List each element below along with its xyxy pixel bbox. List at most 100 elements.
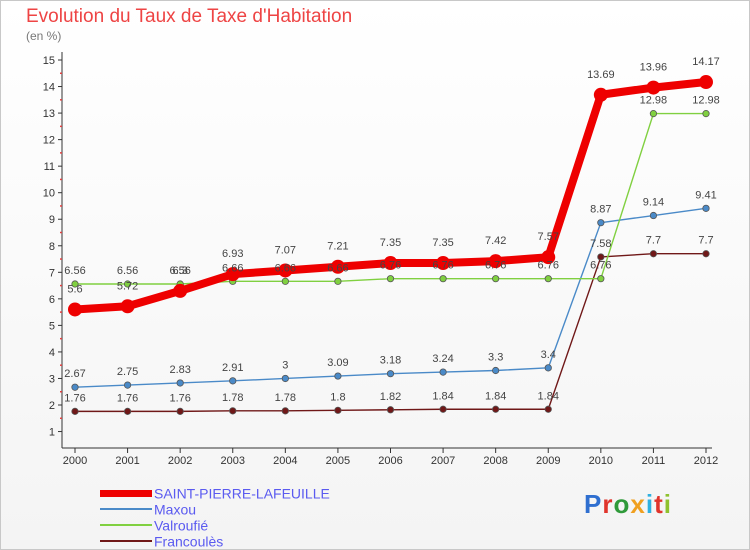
data-point: [123, 407, 132, 415]
data-label: 3.24: [432, 353, 453, 365]
data-label: 7.35: [380, 237, 401, 249]
x-tick-label: 2000: [63, 455, 87, 467]
data-point: [176, 379, 184, 387]
data-point: [334, 277, 342, 285]
y-tick-label: 6: [49, 294, 55, 306]
data-label: 6.66: [222, 262, 243, 274]
data-point: [541, 250, 556, 265]
data-label: 7.7: [698, 235, 713, 247]
data-point: [597, 253, 605, 261]
data-point: [281, 374, 289, 383]
data-point: [71, 383, 79, 391]
data-point: [225, 267, 240, 282]
logo-letter: x: [630, 489, 646, 519]
logo-letter: r: [602, 489, 614, 519]
y-tick-label: 15: [43, 55, 55, 67]
data-label: 3: [282, 359, 288, 371]
data-label: 1.84: [432, 390, 453, 402]
legend-item: SAINT-PIERRE-LAFEUILLE: [100, 484, 330, 502]
y-tick-label: 2: [49, 400, 55, 412]
legend-label: Francoulès: [154, 533, 224, 550]
data-point: [386, 406, 395, 414]
data-point: [488, 254, 503, 269]
y-tick-label: 7: [49, 267, 55, 279]
y-tick-label: 14: [43, 82, 55, 94]
data-label: 6.66: [327, 262, 348, 274]
data-label: 1.82: [380, 391, 401, 403]
legend-label: Maxou: [154, 501, 197, 518]
data-label: 13.96: [640, 62, 668, 74]
data-label: 14.17: [692, 56, 720, 68]
data-label: 6.66: [275, 262, 296, 274]
data-point: [593, 87, 608, 102]
data-label: 1.8: [330, 391, 345, 403]
x-tick-label: 2005: [326, 455, 350, 467]
data-point: [649, 110, 658, 118]
data-point: [386, 370, 395, 378]
y-tick-label: 11: [44, 161, 55, 173]
data-point: [120, 299, 135, 314]
x-tick-label: 2001: [115, 455, 139, 467]
y-tick-label: 10: [43, 188, 55, 200]
data-label: 1.84: [485, 390, 506, 402]
data-label: 2.91: [222, 362, 243, 374]
logo-letter: P: [584, 489, 603, 519]
data-point: [229, 407, 237, 415]
data-label: 1.76: [117, 392, 138, 404]
data-label: 6.3: [173, 265, 188, 277]
data-point: [330, 259, 345, 274]
logo-letter: i: [663, 489, 672, 519]
data-label: 9.41: [695, 189, 716, 201]
data-label: 1.78: [222, 392, 243, 404]
proxiti-logo: Proxiti: [584, 489, 672, 520]
data-point: [492, 275, 500, 283]
data-label: 8.87: [590, 204, 611, 216]
logo-letter: o: [613, 489, 631, 519]
data-label: 3.4: [541, 349, 556, 361]
data-label: 6.56: [64, 265, 85, 277]
legend-swatch: [100, 489, 152, 497]
data-point: [71, 407, 79, 415]
data-point: [334, 406, 342, 414]
data-point: [278, 263, 293, 278]
y-tick-label: 13: [43, 108, 55, 120]
data-point: [229, 377, 237, 385]
data-point: [436, 256, 451, 271]
y-tick-label: 8: [49, 241, 55, 253]
x-tick-label: 2008: [483, 455, 507, 467]
data-label: 1.78: [275, 392, 296, 404]
data-label: 2.67: [64, 368, 85, 380]
legend-swatch: [100, 508, 152, 511]
data-label: 6.76: [590, 260, 611, 272]
x-tick-label: 2011: [642, 455, 666, 467]
data-point: [281, 277, 289, 285]
legend-swatch: [100, 524, 152, 527]
data-point: [649, 211, 658, 220]
y-tick-label: 12: [43, 135, 55, 147]
x-tick-label: 2010: [589, 455, 613, 467]
data-label: 7.42: [485, 235, 506, 247]
data-point: [597, 219, 605, 227]
data-point: [71, 280, 79, 288]
chart-subtitle: (en %): [26, 29, 62, 43]
data-point: [544, 405, 552, 413]
legend-swatch: [100, 540, 152, 543]
legend-label: SAINT-PIERRE-LAFEUILLE: [154, 485, 330, 502]
data-label: 3.3: [488, 352, 503, 364]
chart-title: Evolution du Taux de Taxe d'Habitation: [26, 6, 353, 27]
data-label: 6.76: [380, 260, 401, 272]
data-point: [334, 372, 342, 380]
x-tick-label: 2002: [168, 455, 192, 467]
data-point: [699, 75, 713, 90]
data-label: 5.6: [67, 283, 82, 295]
data-label: 7.21: [327, 241, 348, 253]
data-label: 6.56: [169, 265, 190, 277]
data-point: [492, 405, 500, 413]
data-label: 6.76: [432, 260, 453, 272]
data-label: 7.35: [432, 237, 453, 249]
chart-legend: SAINT-PIERRE-LAFEUILLE Maxou Valroufié Fran…: [100, 484, 330, 550]
data-point: [439, 405, 447, 413]
y-tick-label: 9: [49, 214, 55, 226]
data-label: 1.76: [64, 392, 85, 404]
data-label: 3.18: [380, 355, 401, 367]
